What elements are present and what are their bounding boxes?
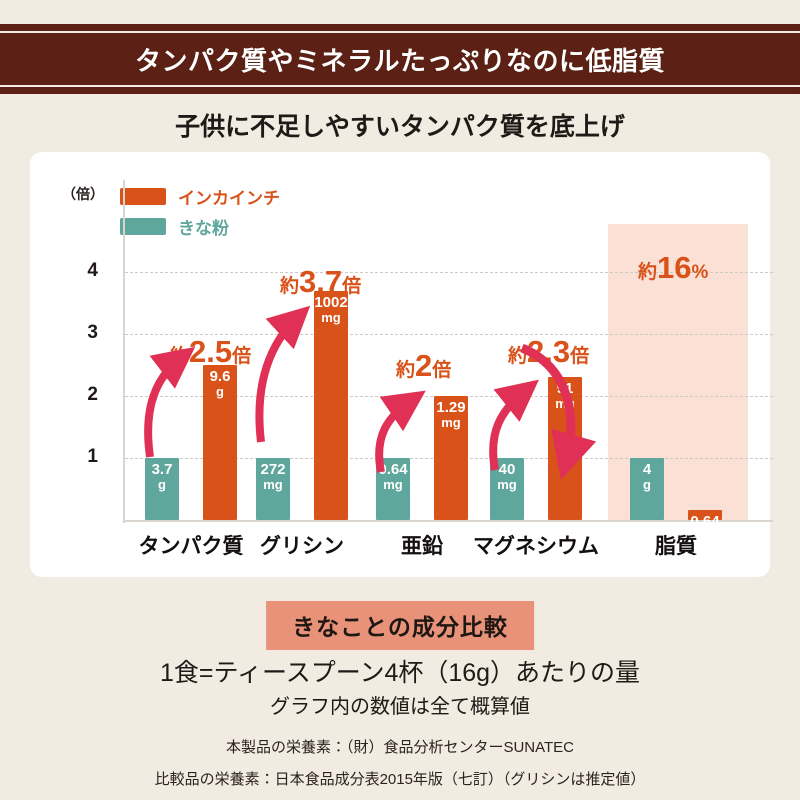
y-tick-1: 1 [87,446,98,467]
x-axis-line [123,520,773,522]
gridline-4 [125,272,773,273]
y-axis-line [123,180,125,523]
legend-item-kinako: きな粉 [120,214,280,239]
serving-note: 1食=ティースプーン4杯（16g）あたりの量 [159,659,641,687]
gridline-3 [125,334,773,335]
bar-value-label: 9.6 g [209,368,231,399]
category-label-マグネシウム: マグネシウム [473,535,599,558]
legend-label-inca: インカインチ [178,189,280,208]
bar-value-label: 0.64 g [690,513,720,545]
legend-label-kinako: きな粉 [178,219,229,238]
legend-item-inca: インカインチ [120,184,280,209]
approximation-note: グラフ内の数値は全て概算値 [270,696,530,718]
bar-value-label: 0.64 mg [378,461,408,492]
category-label-タンパク質: タンパク質 [138,535,244,558]
chart-card: （倍） インカインチ きな粉 1 2 3 4 3.7 g 9.6 g 272 mg 1002 mg 0… [30,152,773,577]
category-label-脂質: 脂質 [655,535,697,558]
y-tick-2: 2 [87,384,98,405]
chart-legend: インカインチ きな粉 [120,184,280,244]
annotation-亜鉛: 約2倍 [396,348,452,383]
bar-kinako-1: 272 mg [256,458,290,520]
annotation-グリシン: 約3.7倍 [280,264,362,299]
category-label-グリシン: グリシン [260,535,344,558]
ribbon-inner-band [0,31,800,87]
bar-value-label: 1002 mg [314,293,348,325]
comparison-badge: きなことの成分比較 [266,601,534,650]
source-line-2: 比較品の栄養素：日本食品成分表2015年版（七訂）（グリシンは推定値） [154,771,646,788]
legend-swatch-inca [120,188,166,205]
page-subtitle: 子供に不足しやすいタンパク質を底上げ [175,113,625,141]
bar-inca-2: 1.29 mg [434,396,468,520]
chart-arrows [144,305,597,481]
banner-title: タンパク質やミネラルたっぷりなのに低脂質 [134,45,665,76]
annotation-脂質: 約16% [638,250,709,285]
bar-kinako-0: 3.7 g [145,458,179,520]
legend-swatch-kinako [120,218,166,235]
bar-inca-1: 1002 mg [314,290,348,520]
y-axis-unit-label: （倍） [62,186,104,202]
category-label-亜鉛: 亜鉛 [401,535,443,558]
bar-inca-4: 0.64 g [688,510,722,543]
bar-value-label: 40 mg [497,461,517,492]
source-line-1: 本製品の栄養素：（財）食品分析センターSUNATEC [225,739,575,756]
bar-inca-0: 9.6 g [203,365,237,520]
header-ribbon: タンパク質やミネラルたっぷりなのに低脂質 [0,24,800,94]
bar-value-label: 1.29 mg [436,399,466,430]
bar-value-label: 3.7 g [151,461,173,492]
y-tick-4: 4 [87,260,98,281]
bar-value-label: 272 mg [260,461,286,492]
y-tick-3: 3 [87,322,98,343]
